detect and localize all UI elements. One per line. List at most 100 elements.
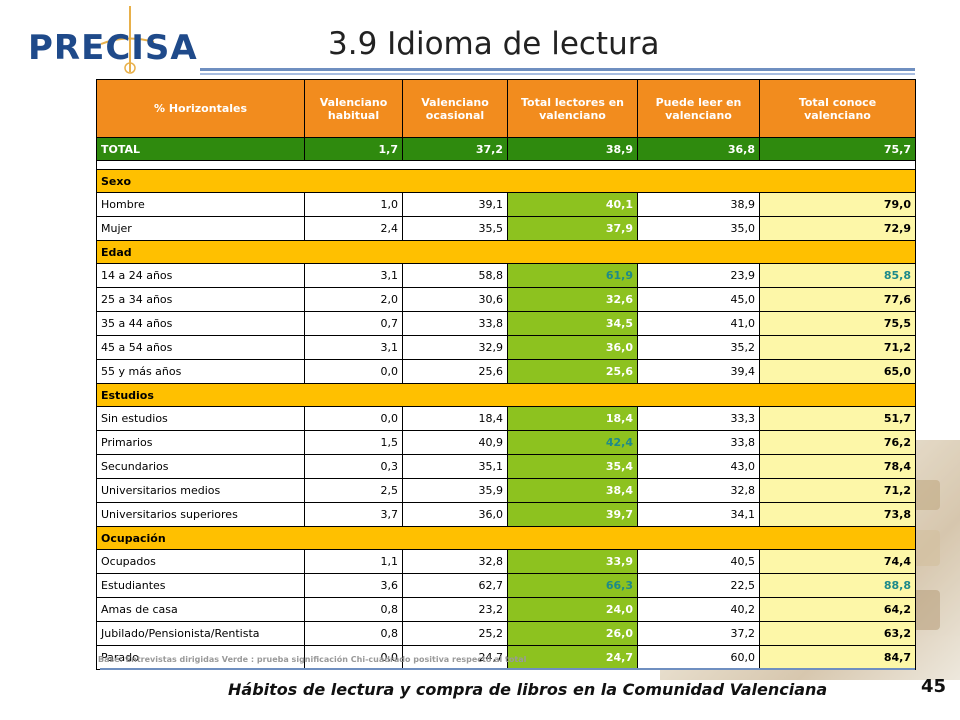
cell-value: 36,0 (507, 335, 638, 360)
cell-value: 41,0 (637, 311, 760, 336)
cell-value: 71,2 (759, 478, 916, 503)
cell-value: 36,0 (402, 502, 508, 527)
cell-value: 18,4 (402, 406, 508, 431)
page-title: 3.9 Idioma de lectura (328, 26, 660, 62)
row-label: Universitarios medios (96, 478, 305, 503)
title-rule-thin (200, 73, 915, 75)
cell-value: 42,4 (507, 430, 638, 455)
cell-value: 77,6 (759, 287, 916, 312)
cell-value: 84,7 (759, 645, 916, 670)
cell-value: 40,5 (637, 549, 760, 574)
cell-value: 23,9 (637, 263, 760, 288)
column-header: % Horizontales (96, 79, 305, 138)
data-table: % Horizontales Valenciano habitual Valenci… (96, 79, 916, 670)
cell-value: 88,8 (759, 573, 916, 598)
cell-value: 61,9 (507, 263, 638, 288)
cell-value: 1,1 (304, 549, 403, 574)
total-value: 1,7 (304, 137, 403, 161)
cell-value: 63,2 (759, 621, 916, 646)
cell-value: 33,8 (402, 311, 508, 336)
cell-value: 45,0 (637, 287, 760, 312)
cell-value: 33,8 (637, 430, 760, 455)
cell-value: 0,3 (304, 454, 403, 479)
row-label: Mujer (96, 216, 305, 241)
cell-value: 60,0 (637, 645, 760, 670)
cell-value: 1,0 (304, 192, 403, 217)
cell-value: 18,4 (507, 406, 638, 431)
column-header: Total lectores en valenciano (507, 79, 638, 138)
table-row: 35 a 44 años 0,7 33,8 34,5 41,0 75,5 (96, 311, 916, 336)
cell-value: 39,7 (507, 502, 638, 527)
row-label: Sin estudios (96, 406, 305, 431)
total-value: 37,2 (402, 137, 508, 161)
logo-swoosh-icon (100, 6, 155, 74)
cell-value: 32,8 (637, 478, 760, 503)
cell-value: 32,8 (402, 549, 508, 574)
table-row: Universitarios medios 2,5 35,9 38,4 32,8 71,2 (96, 478, 916, 503)
cell-value: 25,6 (402, 359, 508, 384)
cell-value: 0,0 (304, 359, 403, 384)
cell-value: 0,8 (304, 621, 403, 646)
row-label: Parado (96, 645, 305, 670)
table-row: Estudiantes 3,6 62,7 66,3 22,5 88,8 (96, 573, 916, 598)
table-row: Sin estudios 0,0 18,4 18,4 33,3 51,7 (96, 406, 916, 431)
section-label: Estudios (96, 383, 916, 407)
cell-value: 32,9 (402, 335, 508, 360)
table-row: 14 a 24 años 3,1 58,8 61,9 23,9 85,8 (96, 263, 916, 288)
cell-value: 72,9 (759, 216, 916, 241)
column-header: Valenciano ocasional (402, 79, 508, 138)
section-label: Sexo (96, 169, 916, 193)
table-row: 45 a 54 años 3,1 32,9 36,0 35,2 71,2 (96, 335, 916, 360)
cell-value: 35,4 (507, 454, 638, 479)
table-row: Amas de casa 0,8 23,2 24,0 40,2 64,2 (96, 597, 916, 622)
cell-value: 39,4 (637, 359, 760, 384)
row-label: Universitarios superiores (96, 502, 305, 527)
row-label: 25 a 34 años (96, 287, 305, 312)
cell-value: 2,4 (304, 216, 403, 241)
cell-value: 2,5 (304, 478, 403, 503)
cell-value: 73,8 (759, 502, 916, 527)
table-row: Mujer 2,4 35,5 37,9 35,0 72,9 (96, 216, 916, 241)
column-header: Puede leer en valenciano (637, 79, 760, 138)
cell-value: 23,2 (402, 597, 508, 622)
cell-value: 66,3 (507, 573, 638, 598)
table-row: 55 y más años 0,0 25,6 25,6 39,4 65,0 (96, 359, 916, 384)
row-label: 55 y más años (96, 359, 305, 384)
cell-value: 3,1 (304, 335, 403, 360)
cell-value: 3,6 (304, 573, 403, 598)
section-label: Edad (96, 240, 916, 264)
cell-value: 62,7 (402, 573, 508, 598)
cell-value: 3,7 (304, 502, 403, 527)
cell-value: 37,2 (637, 621, 760, 646)
table-row: Primarios 1,5 40,9 42,4 33,8 76,2 (96, 430, 916, 455)
cell-value: 34,1 (637, 502, 760, 527)
cell-value: 74,4 (759, 549, 916, 574)
section-row: Sexo (96, 169, 916, 193)
cell-value: 24,0 (507, 597, 638, 622)
footer-title: Hábitos de lectura y compra de libros en… (228, 680, 828, 699)
column-header: Total conoce valenciano (759, 79, 916, 138)
total-value: 75,7 (759, 137, 916, 161)
cell-value: 79,0 (759, 192, 916, 217)
total-value: 38,9 (507, 137, 638, 161)
cell-value: 25,6 (507, 359, 638, 384)
total-value: 36,8 (637, 137, 760, 161)
logo-text: PRECISA (28, 28, 198, 68)
table-row: Parado 0,0 24,7 24,7 60,0 84,7 (96, 645, 916, 670)
cell-value: 30,6 (402, 287, 508, 312)
section-label: Ocupación (96, 526, 916, 550)
cell-value: 33,3 (637, 406, 760, 431)
row-label: 35 a 44 años (96, 311, 305, 336)
table-note: Base: Entrevistas dirigidas Verde : prue… (98, 655, 527, 664)
cell-value: 40,9 (402, 430, 508, 455)
section-row: Edad (96, 240, 916, 264)
cell-value: 1,5 (304, 430, 403, 455)
cell-value: 24,7 (402, 645, 508, 670)
cell-value: 40,2 (637, 597, 760, 622)
row-label: 14 a 24 años (96, 263, 305, 288)
cell-value: 35,2 (637, 335, 760, 360)
table-row: Ocupados 1,1 32,8 33,9 40,5 74,4 (96, 549, 916, 574)
row-label: Ocupados (96, 549, 305, 574)
cell-value: 35,0 (637, 216, 760, 241)
cell-value: 64,2 (759, 597, 916, 622)
